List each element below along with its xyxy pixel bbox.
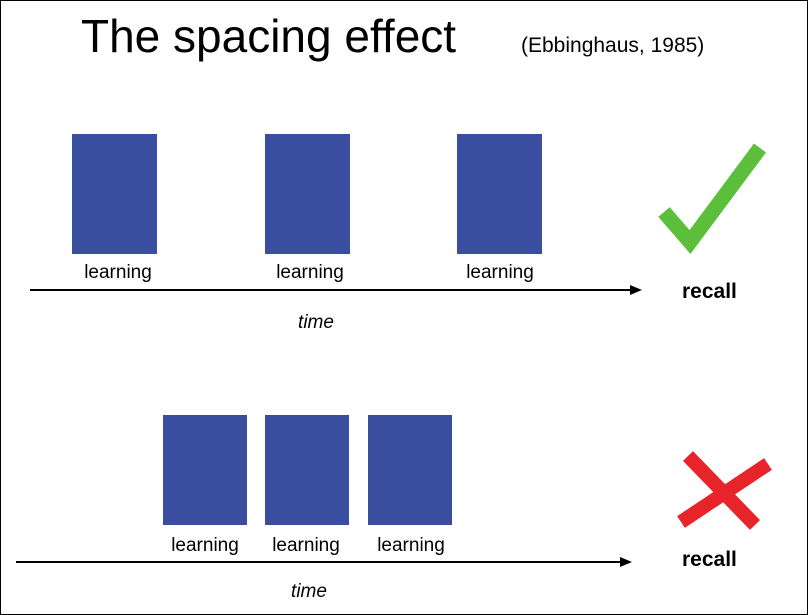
- learning-label: learning: [272, 535, 340, 556]
- citation: (Ebbinghaus, 1985): [521, 34, 705, 57]
- time-axis-label: time: [291, 581, 327, 602]
- recall-label: recall: [682, 280, 737, 303]
- learning-label: learning: [466, 262, 534, 283]
- learning-label: learning: [84, 262, 152, 283]
- learning-label: learning: [377, 535, 445, 556]
- learning-block: [163, 415, 247, 525]
- learning-block: [368, 415, 452, 525]
- learning-label: learning: [171, 535, 239, 556]
- learning-block: [457, 134, 542, 254]
- learning-block: [265, 415, 349, 525]
- diagram-title: The spacing effect: [81, 10, 457, 62]
- learning-block: [265, 134, 350, 254]
- recall-label: recall: [682, 548, 737, 571]
- learning-label: learning: [276, 262, 344, 283]
- time-axis-label: time: [298, 312, 334, 333]
- learning-block: [72, 134, 157, 254]
